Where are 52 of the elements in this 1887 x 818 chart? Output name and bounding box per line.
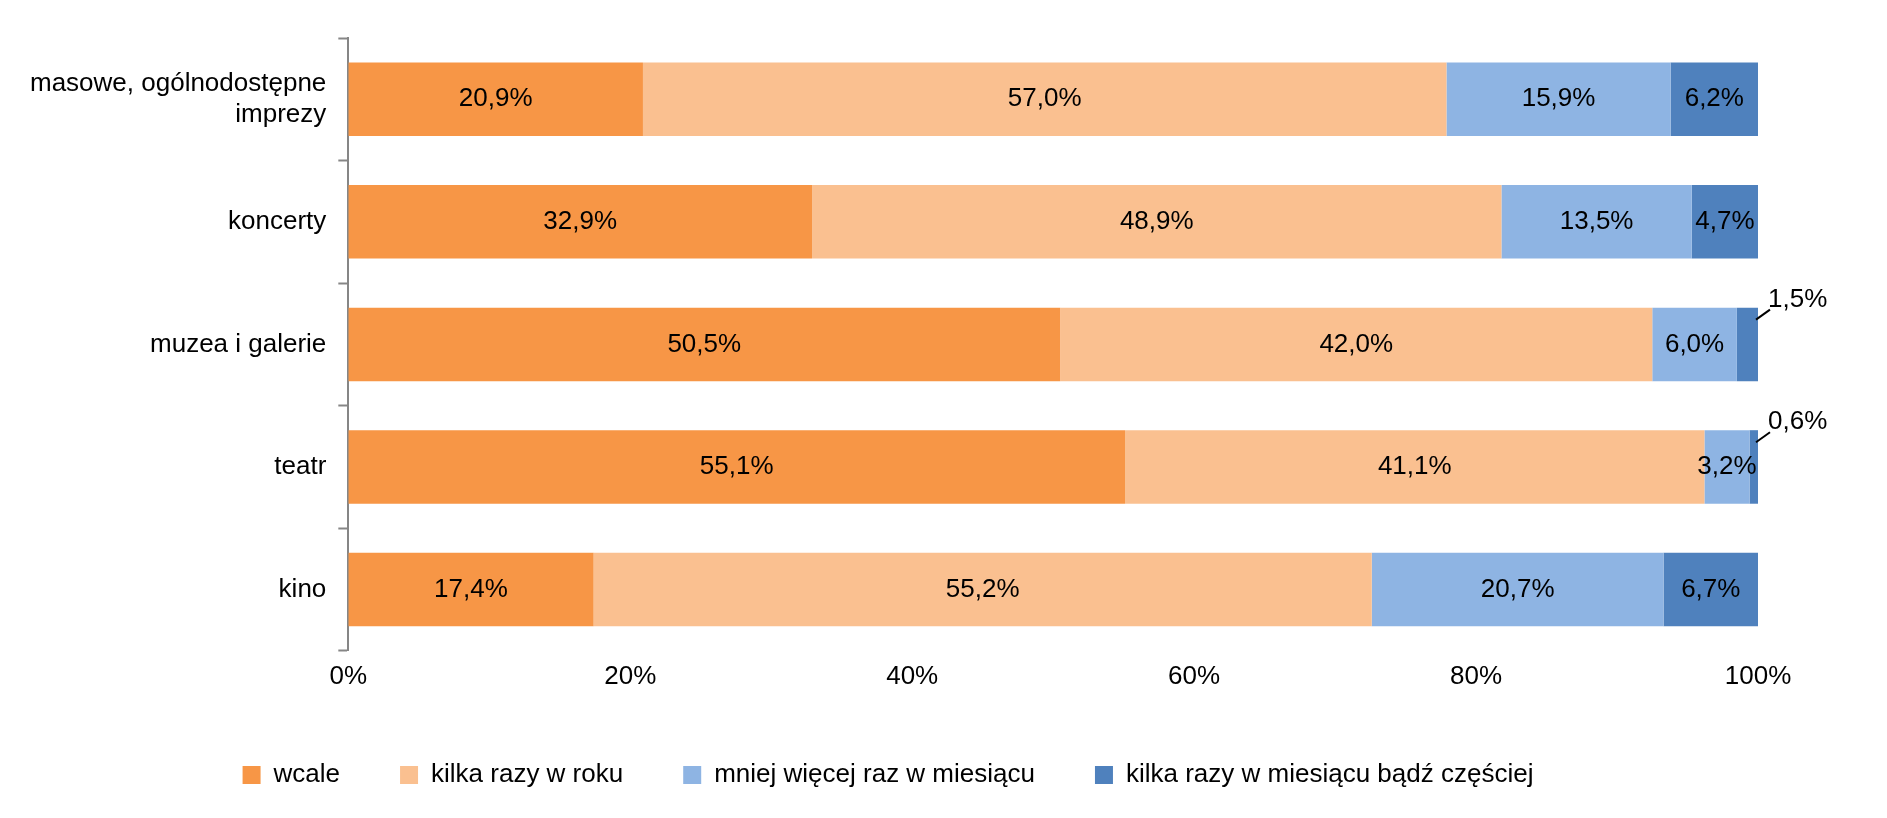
- legend-label: kilka razy w miesiącu bądź częściej: [1125, 758, 1534, 789]
- data-label: 6,2%: [1684, 82, 1744, 113]
- data-label: 13,5%: [1559, 205, 1634, 236]
- bar: [1652, 307, 1737, 382]
- data-label: 42,0%: [1319, 327, 1394, 358]
- data-label: 41,1%: [1377, 450, 1452, 481]
- bar: [1501, 185, 1692, 259]
- data-label: 50,5%: [667, 327, 742, 358]
- legend-label: wcale: [272, 758, 341, 789]
- bar: [1663, 552, 1758, 627]
- data-label: 20,7%: [1480, 572, 1555, 603]
- data-label: 6,7%: [1681, 572, 1741, 603]
- bar: [1670, 62, 1758, 137]
- data-label: 48,9%: [1119, 205, 1194, 236]
- y-tick-label: masowe, ogólnodostępne imprezy: [29, 66, 327, 129]
- data-label: 4,7%: [1695, 205, 1755, 236]
- data-label: 17,4%: [434, 572, 508, 603]
- bar: [1446, 62, 1671, 137]
- bar: [348, 62, 643, 137]
- bar: [1371, 552, 1664, 627]
- y-tick-label: kino: [278, 572, 327, 603]
- bar: [348, 185, 813, 259]
- data-label: 15,9%: [1521, 82, 1596, 113]
- data-label: 55,2%: [945, 572, 1020, 603]
- data-label: 6,0%: [1664, 327, 1725, 358]
- y-tick-label: koncerty: [228, 205, 327, 236]
- data-label: 0,6%: [1768, 405, 1828, 436]
- x-tick-label: 40%: [886, 659, 939, 690]
- x-tick-label: 20%: [604, 659, 657, 690]
- bar: [348, 552, 594, 627]
- bar: [1691, 185, 1758, 259]
- bar: [348, 430, 1126, 504]
- data-label: 3,2%: [1697, 450, 1757, 481]
- bar: [642, 62, 1447, 137]
- data-label: 20,9%: [458, 82, 533, 113]
- y-tick-label: teatr: [274, 450, 327, 481]
- data-label: 1,5%: [1768, 282, 1828, 313]
- x-tick-label: 60%: [1168, 659, 1221, 690]
- x-tick-label: 80%: [1450, 659, 1503, 690]
- data-label: 32,9%: [543, 205, 618, 236]
- bar: [1060, 307, 1653, 382]
- bar: [593, 552, 1372, 627]
- bar: [348, 307, 1061, 382]
- x-tick-label: 0%: [329, 659, 368, 690]
- legend-label: kilka razy w roku: [431, 758, 624, 789]
- legend-label: mniej więcej raz w miesiącu: [714, 758, 1035, 789]
- data-label: 57,0%: [1007, 82, 1082, 113]
- bar: [812, 185, 1502, 259]
- y-tick-label: muzea i galerie: [150, 327, 327, 358]
- bar: [1736, 307, 1758, 382]
- x-tick-label: 100%: [1724, 659, 1792, 690]
- data-label: 55,1%: [699, 450, 774, 481]
